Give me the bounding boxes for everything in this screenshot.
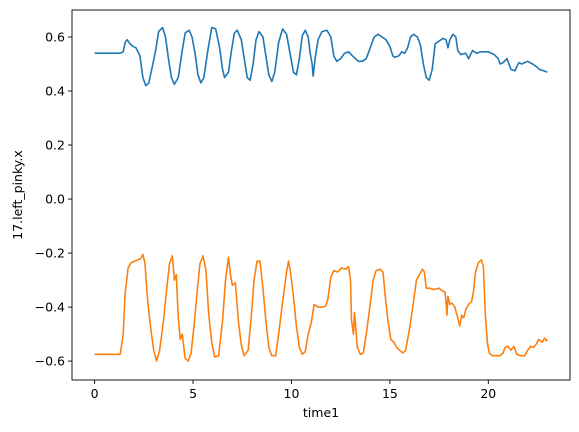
x-axis-label: time1 bbox=[303, 405, 339, 420]
plot-lines bbox=[94, 26, 549, 362]
x-tick-label: 0 bbox=[91, 386, 99, 401]
y-tick-label: −0.2 bbox=[35, 246, 65, 261]
y-tick-label: −0.4 bbox=[35, 300, 65, 315]
y-tick-label: 0.4 bbox=[45, 84, 65, 99]
x-axis: 0 5 10 15 20 bbox=[91, 380, 496, 401]
y-tick-label: 0.0 bbox=[45, 192, 65, 207]
y-tick-label: −0.6 bbox=[35, 354, 65, 369]
x-tick-label: 15 bbox=[382, 386, 398, 401]
y-axis-label: 17.left_pinky.x bbox=[10, 150, 25, 239]
x-tick-label: 20 bbox=[480, 386, 496, 401]
x-tick-label: 10 bbox=[284, 386, 300, 401]
y-axis: −0.6 −0.4 −0.2 0.0 0.2 0.4 0.6 bbox=[35, 30, 72, 369]
y-tick-label: 0.6 bbox=[45, 30, 65, 45]
series-line-2 bbox=[94, 253, 549, 362]
plot-area-frame bbox=[71, 9, 571, 381]
series-line-1 bbox=[94, 26, 548, 87]
x-tick-label: 5 bbox=[189, 386, 197, 401]
y-tick-label: 0.2 bbox=[45, 138, 65, 153]
